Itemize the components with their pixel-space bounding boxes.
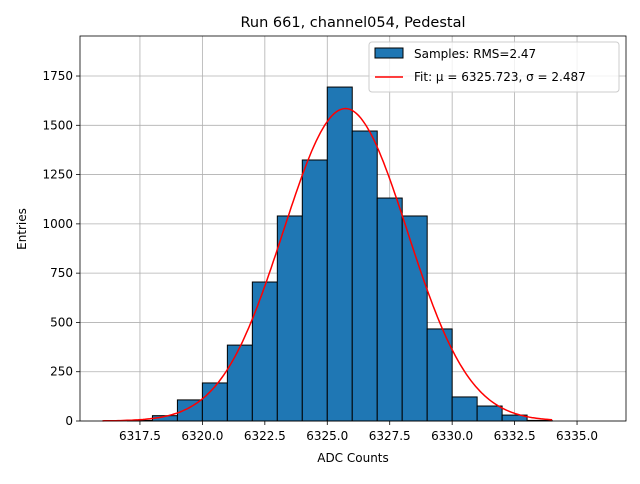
legend-hist-label: Samples: RMS=2.47 bbox=[414, 47, 536, 61]
histogram-bar bbox=[401, 215, 428, 422]
x-tick-label: 6320.0 bbox=[181, 429, 223, 443]
histogram-bar bbox=[226, 344, 253, 422]
legend-hist-swatch bbox=[374, 47, 404, 59]
y-axis-ticks: 0 250 500 750 1000 1250 1500 1750 bbox=[42, 69, 80, 428]
x-tick-label: 6335.0 bbox=[556, 429, 598, 443]
histogram-bar bbox=[476, 405, 503, 422]
legend-box bbox=[368, 41, 620, 93]
histogram-bar bbox=[351, 130, 378, 422]
histogram-bar bbox=[251, 281, 278, 422]
x-tick-label: 6322.5 bbox=[244, 429, 286, 443]
histogram-bar bbox=[426, 328, 453, 422]
y-tick-label: 1250 bbox=[42, 168, 73, 182]
x-tick-label: 6327.5 bbox=[369, 429, 411, 443]
y-tick-label: 750 bbox=[50, 266, 73, 280]
y-tick-label: 250 bbox=[50, 365, 73, 379]
histogram-bar bbox=[376, 197, 403, 422]
histogram-bar bbox=[301, 159, 328, 422]
plot-frame bbox=[79, 35, 627, 422]
y-tick-label: 1750 bbox=[42, 69, 73, 83]
x-tick-label: 6325.0 bbox=[306, 429, 348, 443]
y-tick-label: 1000 bbox=[42, 217, 73, 231]
fit-curve bbox=[102, 107, 553, 422]
histogram-bar bbox=[326, 86, 353, 422]
x-tick-label: 6330.0 bbox=[431, 429, 473, 443]
histogram-bars bbox=[126, 86, 553, 422]
x-tick-label: 6332.5 bbox=[494, 429, 536, 443]
histogram-bar bbox=[276, 215, 303, 422]
x-tick-label: 6317.5 bbox=[119, 429, 161, 443]
y-tick-label: 1500 bbox=[42, 118, 73, 132]
histogram-bar bbox=[451, 396, 478, 422]
x-axis-label: ADC Counts bbox=[317, 451, 389, 465]
legend: Samples: RMS=2.47 Fit: μ = 6325.723, σ =… bbox=[368, 41, 620, 93]
histogram-bar bbox=[201, 382, 228, 422]
legend-fit-label: Fit: μ = 6325.723, σ = 2.487 bbox=[414, 70, 586, 84]
histogram-bar bbox=[176, 399, 203, 422]
y-tick-label: 500 bbox=[50, 315, 73, 329]
y-tick-label: 0 bbox=[65, 414, 73, 428]
chart-title: Run 661, channel054, Pedestal bbox=[240, 15, 465, 31]
y-axis-label: Entries bbox=[15, 208, 29, 250]
x-axis-ticks: 6317.5 6320.0 6322.5 6325.0 6327.5 6330.0 6332… bbox=[119, 421, 598, 443]
